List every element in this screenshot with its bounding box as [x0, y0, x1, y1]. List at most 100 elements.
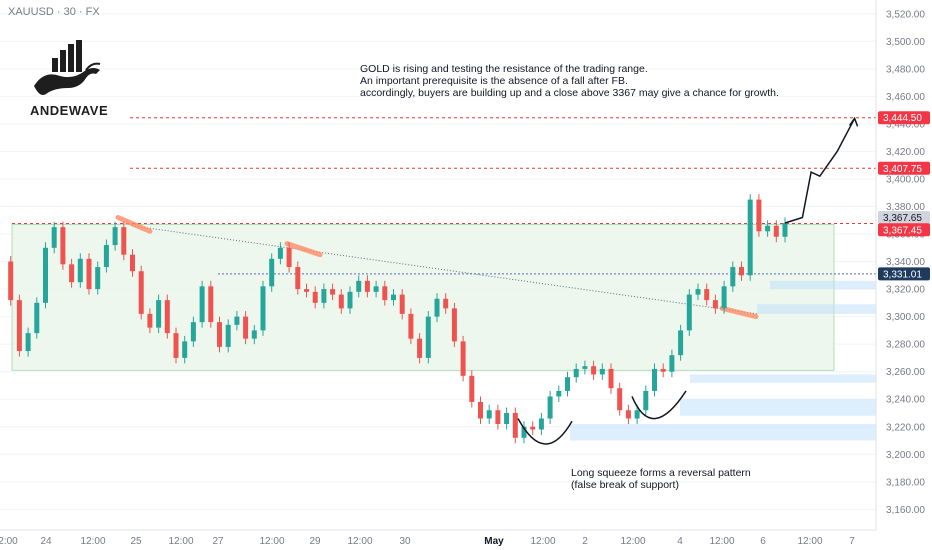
- liquidity-zone: [757, 304, 876, 314]
- descending-trendline: [131, 225, 758, 315]
- price-tick-label: 3,520.00: [886, 9, 925, 20]
- liquidity-zone: [680, 399, 876, 416]
- candle-body: [669, 355, 675, 372]
- candle-body: [495, 410, 501, 424]
- candle-body: [686, 294, 692, 331]
- price-tag-label: 3,407.75: [883, 164, 922, 175]
- candle-body: [521, 426, 527, 438]
- time-tick-label: 6: [760, 536, 766, 547]
- candle-body: [591, 366, 597, 375]
- price-tick-label: 3,400.00: [886, 174, 925, 185]
- analysis-line: An important prerequisite is the absence…: [360, 75, 628, 87]
- candle-body: [147, 313, 153, 328]
- price-axis: 3,160.00 3,180.00 3,200.00 3,220.00 3,240.00…: [875, 0, 932, 550]
- candle-body: [460, 341, 466, 376]
- price-tag-label: 3,367.65: [883, 213, 922, 224]
- candle-body: [451, 308, 457, 342]
- candle-body: [156, 300, 162, 328]
- bull-logo-icon: [34, 40, 101, 95]
- pattern-note: Long squeeze forms a reversal pattern (f…: [571, 467, 751, 491]
- time-tick-label: 25: [130, 536, 142, 547]
- price-tick-label: 3,480.00: [886, 64, 925, 75]
- price-tick-label: 3,220.00: [886, 422, 925, 433]
- candle-body: [43, 247, 48, 303]
- candle-body: [399, 294, 405, 314]
- reversal-v-left: [517, 418, 573, 445]
- symbol-label[interactable]: XAUUSD · 30 · FX: [8, 6, 100, 18]
- candle-body: [660, 368, 666, 372]
- candle-body: [512, 412, 518, 438]
- candle-body: [434, 298, 440, 317]
- analysis-line: accordingly, buyers are building up and …: [360, 87, 779, 99]
- candle-body: [243, 316, 249, 339]
- candle-body: [556, 390, 562, 397]
- candle-body: [51, 227, 57, 248]
- price-tick-label: 3,460.00: [886, 92, 925, 103]
- candle-body: [652, 368, 657, 391]
- projection-line: [784, 118, 856, 224]
- price-tick-label: 3,440.00: [886, 119, 925, 130]
- candle-body: [8, 261, 14, 301]
- price-tag-label: 3,331.01: [883, 269, 922, 280]
- candle-body: [95, 267, 101, 290]
- candle-body: [643, 390, 649, 411]
- time-tick-label: 27: [212, 536, 224, 547]
- candle-body: [60, 227, 66, 265]
- candle-body: [217, 322, 222, 347]
- projection-arrowhead: [848, 116, 859, 127]
- candle-body: [286, 247, 292, 268]
- analysis-line: GOLD is rising and testing the resistanc…: [360, 63, 648, 75]
- candle-body: [304, 289, 309, 292]
- candle-body: [443, 298, 449, 309]
- time-tick-label: 12:00: [709, 536, 734, 547]
- reversal-v-right: [631, 390, 687, 420]
- candle-body: [69, 264, 75, 283]
- candle-body: [269, 258, 275, 287]
- time-tick-label: 12:00: [620, 536, 645, 547]
- price-tag-label: 3,444.50: [883, 113, 922, 124]
- price-tag: [878, 111, 930, 125]
- candle-body: [190, 322, 196, 342]
- price-tick-label: 3,200.00: [886, 450, 925, 461]
- liquidity-zone: [570, 424, 876, 441]
- candle-body: [417, 338, 423, 358]
- price-tag: [878, 161, 930, 175]
- price-tag: [878, 223, 930, 237]
- candle-body: [625, 410, 631, 419]
- candle-body: [756, 199, 762, 232]
- liquidity-zone: [770, 280, 876, 290]
- brand-logo-text: ANDEWAVE: [30, 103, 109, 118]
- time-tick-label: 4: [677, 536, 683, 547]
- candle-body: [739, 267, 744, 276]
- candle-body: [164, 300, 170, 334]
- candle-body: [721, 286, 727, 309]
- candle-body: [34, 302, 40, 334]
- candle-body: [582, 366, 588, 369]
- price-tick-label: 3,280.00: [886, 340, 925, 351]
- candle-body: [130, 254, 135, 272]
- time-tick-label: 12:00: [530, 536, 555, 547]
- candle-body: [347, 291, 353, 309]
- candle-body: [138, 271, 144, 314]
- candle-body: [260, 286, 266, 331]
- pattern-shapes: [517, 390, 687, 445]
- candles: [8, 194, 788, 444]
- candle-body: [782, 223, 788, 237]
- time-tick-label: 2: [582, 536, 588, 547]
- price-tick-label: 3,240.00: [886, 395, 925, 406]
- candle-body: [391, 294, 396, 301]
- time-axis-bg: [0, 530, 876, 550]
- candle-body: [330, 289, 336, 295]
- candle-body: [356, 280, 362, 292]
- candle-body: [77, 258, 83, 283]
- candle-body: [634, 410, 640, 419]
- time-tick-label: 29: [309, 536, 321, 547]
- candle-body: [86, 258, 92, 290]
- time-tick-label: 2:00: [0, 536, 18, 547]
- time-tick-label: 30: [399, 536, 411, 547]
- touch-marker: [719, 305, 759, 320]
- candle-body: [599, 368, 605, 375]
- candle-body: [312, 291, 318, 303]
- candle-body: [695, 289, 701, 295]
